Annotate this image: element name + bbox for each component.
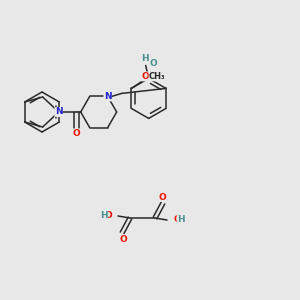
Text: CH₃: CH₃ bbox=[149, 72, 166, 81]
Text: N: N bbox=[104, 92, 112, 101]
Text: H: H bbox=[177, 215, 185, 224]
Text: O: O bbox=[158, 193, 166, 202]
Text: H: H bbox=[100, 212, 108, 220]
Text: O: O bbox=[73, 130, 81, 139]
Text: O: O bbox=[173, 215, 181, 224]
Text: H: H bbox=[141, 54, 148, 63]
Text: O: O bbox=[142, 72, 149, 81]
Text: O: O bbox=[119, 235, 127, 244]
Text: O: O bbox=[150, 59, 158, 68]
Text: N: N bbox=[55, 107, 62, 116]
Text: O: O bbox=[104, 212, 112, 220]
